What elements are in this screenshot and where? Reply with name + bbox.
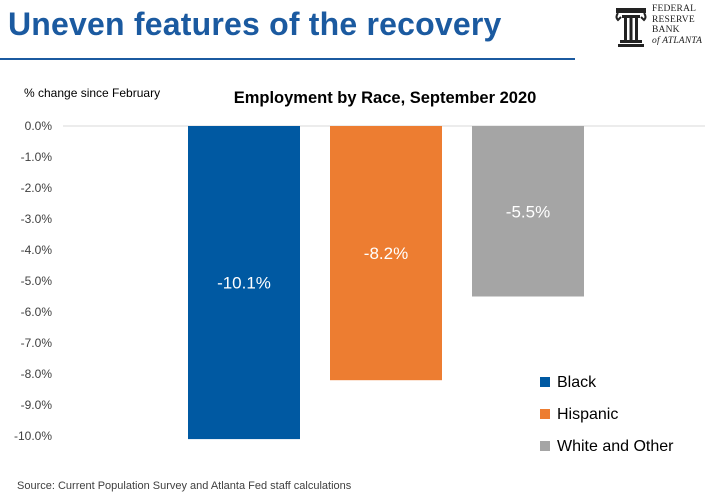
bars: -10.1% -8.2% -5.5% — [188, 126, 584, 440]
logo-line: of ATLANTA — [652, 35, 703, 46]
y-tick-label: -8.0% — [21, 367, 53, 381]
y-tick-label: -6.0% — [21, 305, 53, 319]
source-note: Source: Current Population Survey and At… — [17, 480, 352, 492]
y-tick-label: -5.0% — [21, 274, 53, 288]
logo-line: FEDERAL — [652, 4, 697, 14]
legend-swatch — [540, 409, 550, 419]
chart-title: Employment by Race, September 2020 — [234, 89, 537, 107]
y-tick-label: 0.0% — [25, 119, 53, 133]
logo-line: BANK — [652, 25, 680, 35]
legend-label: Hispanic — [557, 406, 618, 423]
legend: Black Hispanic White and Other — [540, 374, 674, 455]
bar-black — [188, 126, 300, 440]
federal-reserve-logo-icon — [615, 8, 647, 47]
legend-label: Black — [557, 374, 597, 391]
data-label: -5.5% — [506, 202, 550, 221]
y-axis-ticks: 0.0% -1.0% -2.0% -3.0% -4.0% -5.0% -6.0% -7.0% -… — [14, 119, 52, 443]
bar-white-and-other — [472, 126, 584, 297]
data-label: -10.1% — [217, 274, 271, 293]
logo-wordmark: FEDERAL RESERVE BANK of ATLANTA — [652, 4, 722, 46]
y-tick-label: -9.0% — [21, 398, 53, 412]
y-tick-label: -7.0% — [21, 336, 53, 350]
y-tick-label: -1.0% — [21, 150, 53, 164]
y-tick-label: -3.0% — [21, 212, 53, 226]
legend-label: White and Other — [557, 438, 674, 455]
y-tick-label: -10.0% — [14, 429, 52, 443]
y-tick-label: -2.0% — [21, 181, 53, 195]
y-tick-label: -4.0% — [21, 243, 53, 257]
slide-title: Uneven features of the recovery — [8, 6, 502, 42]
y-axis-label: % change since February — [24, 86, 160, 100]
legend-swatch — [540, 377, 550, 387]
title-divider — [0, 58, 575, 60]
legend-swatch — [540, 441, 550, 451]
logo-line: RESERVE — [652, 14, 695, 25]
bar-hispanic — [330, 126, 442, 381]
data-label: -8.2% — [364, 244, 408, 263]
